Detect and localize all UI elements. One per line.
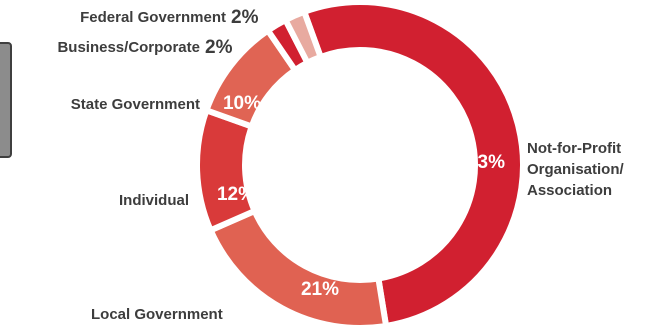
category-label-line: Local Government xyxy=(91,306,223,323)
slice-individual xyxy=(194,106,259,235)
value-label-state-government: 10% xyxy=(223,93,261,114)
slice-federal-government xyxy=(281,7,325,67)
value-label-local-government: 21% xyxy=(301,279,339,300)
slice-local-government xyxy=(206,207,390,329)
slice-not-for-profit xyxy=(300,0,526,329)
side-tab xyxy=(0,42,12,158)
value-label-federal-government: 2% xyxy=(231,7,259,28)
category-label-line: Not-for-Profit xyxy=(527,140,621,157)
category-label-individual: Individual xyxy=(119,192,189,209)
value-label-not-for-profit: 53% xyxy=(467,152,505,173)
value-label-individual: 12% xyxy=(217,184,255,205)
category-label-state-government: State Government xyxy=(71,96,200,113)
donut-slices xyxy=(194,0,526,329)
value-label-business-corporate: 2% xyxy=(205,37,233,58)
category-label-line: State Government xyxy=(71,96,200,113)
category-label-line: Individual xyxy=(119,192,189,209)
category-label-business-corporate: Business/Corporate xyxy=(57,39,200,56)
category-label-line: Federal Government xyxy=(80,9,226,26)
category-label-line: Association xyxy=(527,182,612,199)
category-label-local-government: Local Government xyxy=(91,306,223,323)
category-label-line: Business/Corporate xyxy=(57,39,200,56)
category-label-not-for-profit: Not-for-Profit Organisation/Association xyxy=(527,140,625,199)
category-label-federal-government: Federal Government xyxy=(80,9,226,26)
category-label-line: Organisation/ xyxy=(527,161,625,178)
